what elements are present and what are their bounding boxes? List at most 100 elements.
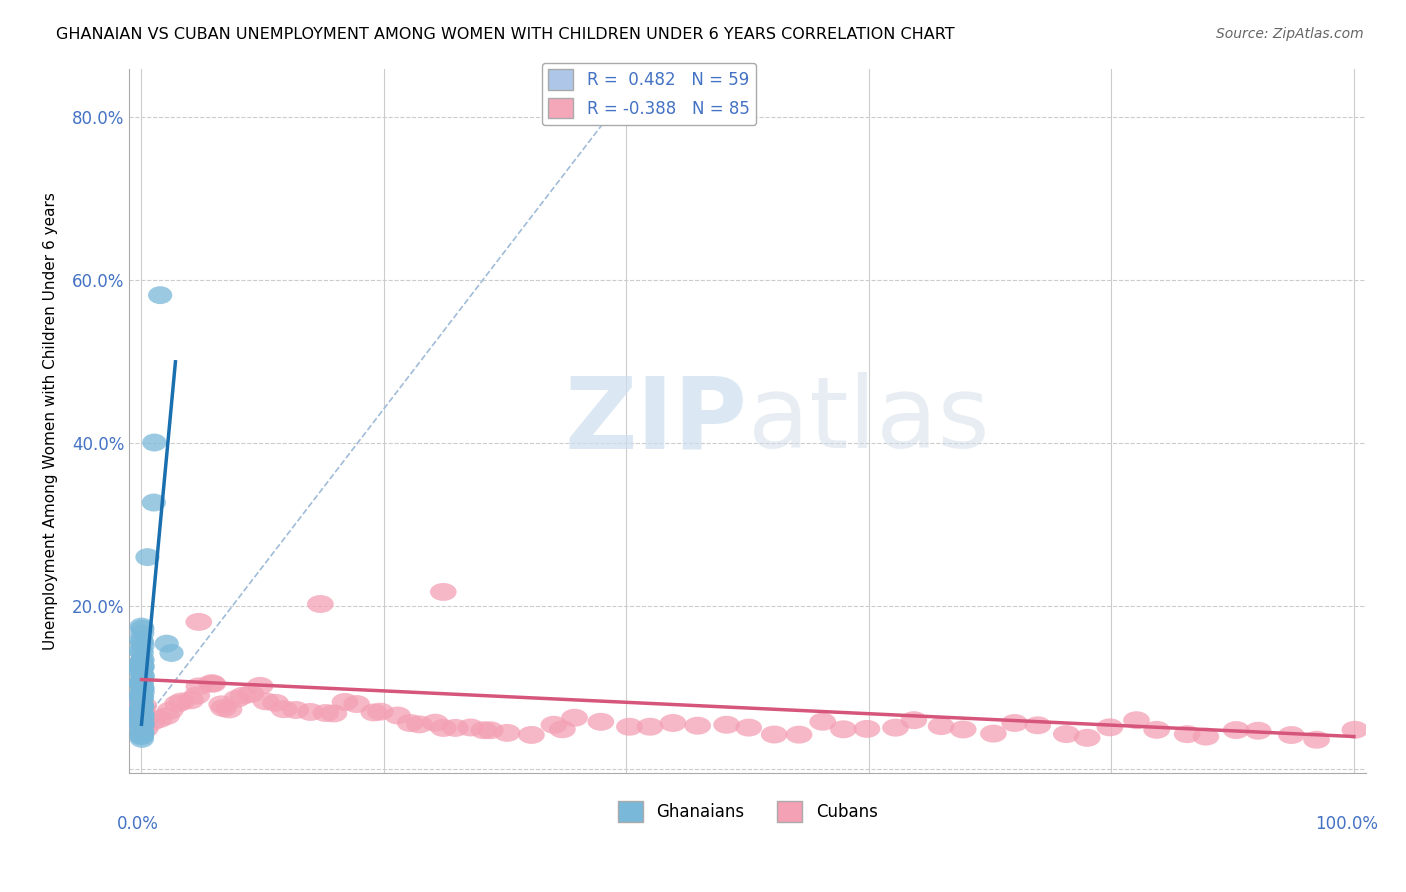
Ellipse shape xyxy=(430,583,457,601)
Ellipse shape xyxy=(685,717,711,735)
Text: 0.0%: 0.0% xyxy=(117,815,159,833)
Ellipse shape xyxy=(146,710,173,728)
Ellipse shape xyxy=(129,633,155,651)
Ellipse shape xyxy=(177,691,204,709)
Ellipse shape xyxy=(131,711,155,729)
Ellipse shape xyxy=(229,687,256,705)
Ellipse shape xyxy=(129,706,153,723)
Ellipse shape xyxy=(321,705,347,723)
Ellipse shape xyxy=(215,700,242,718)
Ellipse shape xyxy=(131,683,155,701)
Ellipse shape xyxy=(131,716,155,734)
Ellipse shape xyxy=(153,707,180,725)
Ellipse shape xyxy=(142,493,166,511)
Ellipse shape xyxy=(517,726,544,744)
Ellipse shape xyxy=(125,714,152,731)
Ellipse shape xyxy=(200,674,226,693)
Ellipse shape xyxy=(131,658,155,676)
Ellipse shape xyxy=(131,680,155,698)
Ellipse shape xyxy=(129,714,156,732)
Ellipse shape xyxy=(550,721,575,739)
Ellipse shape xyxy=(129,676,153,694)
Ellipse shape xyxy=(224,690,250,707)
Ellipse shape xyxy=(713,715,740,734)
Ellipse shape xyxy=(367,703,394,721)
Ellipse shape xyxy=(588,713,614,731)
Text: ZIP: ZIP xyxy=(565,372,748,469)
Ellipse shape xyxy=(155,635,179,653)
Ellipse shape xyxy=(131,637,155,655)
Ellipse shape xyxy=(128,711,153,729)
Ellipse shape xyxy=(1223,721,1250,739)
Ellipse shape xyxy=(1123,711,1150,729)
Y-axis label: Unemployment Among Women with Children Under 6 years: Unemployment Among Women with Children U… xyxy=(44,192,58,649)
Ellipse shape xyxy=(128,673,153,691)
Ellipse shape xyxy=(360,704,387,722)
Ellipse shape xyxy=(129,727,155,745)
Ellipse shape xyxy=(129,698,155,716)
Ellipse shape xyxy=(637,718,664,736)
Ellipse shape xyxy=(131,697,157,714)
Ellipse shape xyxy=(129,716,153,734)
Ellipse shape xyxy=(1341,721,1368,739)
Text: GHANAIAN VS CUBAN UNEMPLOYMENT AMONG WOMEN WITH CHILDREN UNDER 6 YEARS CORRELATI: GHANAIAN VS CUBAN UNEMPLOYMENT AMONG WOM… xyxy=(56,27,955,42)
Ellipse shape xyxy=(128,703,153,721)
Ellipse shape xyxy=(142,434,166,451)
Ellipse shape xyxy=(132,720,159,738)
Ellipse shape xyxy=(157,701,184,720)
Ellipse shape xyxy=(980,724,1007,742)
Ellipse shape xyxy=(128,716,153,734)
Ellipse shape xyxy=(297,703,323,721)
Ellipse shape xyxy=(494,724,520,742)
Ellipse shape xyxy=(1053,725,1080,743)
Ellipse shape xyxy=(129,673,155,690)
Ellipse shape xyxy=(471,722,498,739)
Ellipse shape xyxy=(1278,726,1305,744)
Ellipse shape xyxy=(659,714,686,732)
Text: atlas: atlas xyxy=(748,372,990,469)
Ellipse shape xyxy=(186,677,212,696)
Ellipse shape xyxy=(422,714,449,731)
Ellipse shape xyxy=(1244,722,1271,739)
Ellipse shape xyxy=(900,711,927,729)
Ellipse shape xyxy=(343,695,370,713)
Ellipse shape xyxy=(616,718,643,736)
Ellipse shape xyxy=(307,595,333,613)
Ellipse shape xyxy=(129,690,155,707)
Ellipse shape xyxy=(159,644,184,662)
Ellipse shape xyxy=(950,721,977,739)
Ellipse shape xyxy=(129,697,155,714)
Ellipse shape xyxy=(208,696,235,714)
Ellipse shape xyxy=(129,644,153,662)
Ellipse shape xyxy=(128,642,153,660)
Ellipse shape xyxy=(540,715,567,734)
Ellipse shape xyxy=(1097,718,1123,736)
Ellipse shape xyxy=(186,613,212,631)
Ellipse shape xyxy=(271,700,297,718)
Ellipse shape xyxy=(129,617,153,635)
Ellipse shape xyxy=(198,674,225,692)
Ellipse shape xyxy=(761,725,787,743)
Ellipse shape xyxy=(129,727,153,745)
Ellipse shape xyxy=(129,702,156,720)
Ellipse shape xyxy=(441,719,468,737)
Ellipse shape xyxy=(1074,729,1101,747)
Ellipse shape xyxy=(1174,725,1201,743)
Ellipse shape xyxy=(131,667,155,685)
Ellipse shape xyxy=(396,714,423,732)
Ellipse shape xyxy=(129,706,155,725)
Ellipse shape xyxy=(135,549,160,566)
Ellipse shape xyxy=(253,692,280,710)
Ellipse shape xyxy=(1192,728,1219,746)
Ellipse shape xyxy=(129,660,153,678)
Ellipse shape xyxy=(125,696,152,714)
Ellipse shape xyxy=(131,620,155,638)
Ellipse shape xyxy=(131,706,155,723)
Ellipse shape xyxy=(810,713,837,731)
Ellipse shape xyxy=(139,713,166,731)
Ellipse shape xyxy=(129,631,153,648)
Ellipse shape xyxy=(477,722,503,739)
Ellipse shape xyxy=(263,694,288,712)
Ellipse shape xyxy=(129,698,153,716)
Ellipse shape xyxy=(129,724,155,742)
